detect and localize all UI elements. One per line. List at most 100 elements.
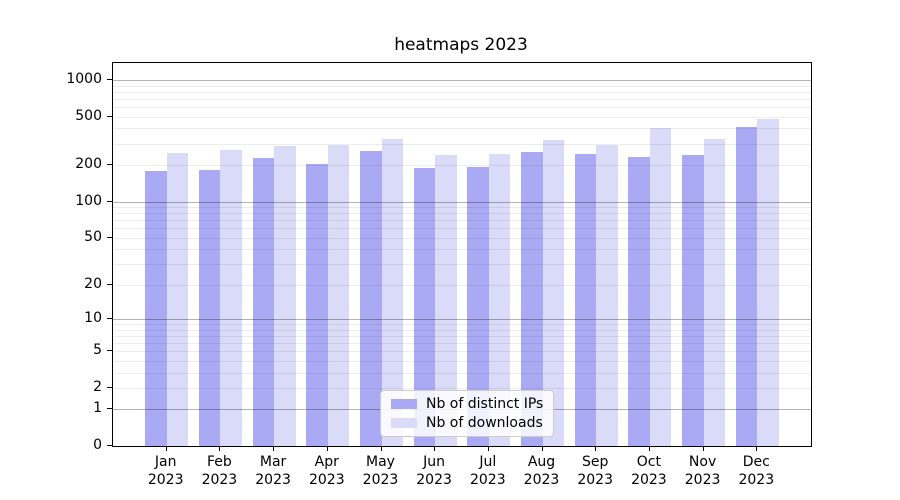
- y-tick-mark-500: [107, 115, 112, 117]
- legend-item-distinct-ips: Nb of distinct IPs: [391, 396, 543, 412]
- x-tick-label-jun: Jun 2023: [416, 454, 452, 488]
- x-tick-mark-apr: [326, 446, 328, 451]
- y-tick-mark-100: [107, 200, 112, 202]
- gridline-minor-7: [113, 335, 811, 337]
- x-tick-mark-feb: [219, 446, 221, 451]
- gridline-minor-800: [113, 91, 811, 93]
- bar-distinct-ips-feb: [198, 170, 221, 446]
- y-tick-label-20: 20: [84, 275, 102, 292]
- x-tick-label-sep: Sep 2023: [577, 454, 613, 488]
- gridline-minor-20: [113, 284, 811, 286]
- x-tick-label-aug: Aug 2023: [523, 454, 560, 488]
- bar-distinct-ips-sep: [574, 154, 597, 446]
- gridlines-layer: [113, 63, 811, 446]
- bar-distinct-ips-mar: [252, 157, 275, 446]
- y-tick-label-1000: 1000: [66, 70, 102, 87]
- x-tick-mark-aug: [541, 446, 543, 451]
- y-tick-label-50: 50: [84, 228, 102, 245]
- bar-downloads-oct: [649, 127, 672, 446]
- gridline-minor-90: [113, 207, 811, 208]
- y-tick-mark-20: [107, 283, 112, 285]
- legend: Nb of distinct IPs Nb of downloads: [380, 390, 555, 437]
- x-tick-label-jan: Jan 2023: [147, 454, 184, 488]
- gridline-minor-4: [113, 360, 811, 362]
- bars-layer: [113, 63, 811, 446]
- y-tick-mark-2: [107, 386, 112, 388]
- gridline-major-100: [113, 201, 811, 203]
- bar-distinct-ips-oct: [628, 156, 650, 446]
- gridline-minor-50: [113, 237, 811, 239]
- gridline-minor-700: [113, 98, 811, 100]
- bar-distinct-ips-may: [360, 151, 382, 446]
- x-tick-mark-may: [380, 446, 382, 451]
- gridline-minor-40: [113, 249, 811, 251]
- y-tick-mark-1000: [107, 78, 112, 80]
- gridline-minor-8: [113, 329, 811, 331]
- bar-distinct-ips-jan: [145, 170, 167, 446]
- bar-downloads-mar: [274, 146, 296, 446]
- bar-downloads-jan: [166, 153, 189, 446]
- bar-downloads-dec: [757, 119, 779, 446]
- gridline-minor-400: [113, 128, 811, 130]
- gridline-minor-6: [113, 342, 811, 344]
- gridline-minor-500: [113, 116, 811, 118]
- x-tick-label-apr: Apr 2023: [308, 454, 345, 488]
- gridline-minor-900: [113, 85, 811, 87]
- x-tick-label-may: May 2023: [362, 454, 399, 488]
- bar-downloads-nov: [703, 139, 726, 446]
- x-tick-mark-sep: [595, 446, 597, 451]
- gridline-major-10: [113, 319, 811, 320]
- legend-item-downloads: Nb of downloads: [391, 415, 543, 431]
- gridline-minor-9: [113, 324, 811, 325]
- legend-swatch-downloads: [391, 418, 417, 428]
- legend-label-downloads: Nb of downloads: [426, 415, 543, 431]
- x-tick-mark-mar: [273, 446, 275, 451]
- x-tick-mark-dec: [756, 446, 758, 451]
- bar-distinct-ips-nov: [682, 155, 704, 446]
- x-tick-mark-jan: [165, 446, 167, 451]
- bar-distinct-ips-dec: [735, 126, 758, 446]
- gridline-minor-600: [113, 107, 811, 108]
- bar-downloads-sep: [596, 145, 618, 446]
- x-tick-label-feb: Feb 2023: [201, 454, 238, 488]
- y-tick-mark-200: [107, 164, 112, 165]
- y-tick-label-1: 1: [93, 400, 102, 417]
- bar-distinct-ips-apr: [306, 163, 328, 446]
- y-tick-label-100: 100: [75, 192, 102, 209]
- gridline-minor-70: [113, 220, 811, 222]
- gridline-minor-200: [113, 165, 811, 166]
- x-tick-label-dec: Dec 2023: [738, 454, 775, 488]
- y-tick-mark-0: [107, 445, 112, 446]
- x-tick-mark-oct: [648, 446, 650, 451]
- gridline-minor-2: [113, 387, 811, 389]
- y-tick-label-500: 500: [75, 107, 102, 124]
- bar-downloads-apr: [327, 145, 350, 446]
- x-tick-label-nov: Nov 2023: [684, 454, 721, 488]
- y-tick-mark-50: [107, 236, 112, 238]
- y-tick-mark-1: [107, 408, 112, 410]
- gridline-minor-5: [113, 351, 811, 353]
- y-tick-label-0: 0: [93, 437, 102, 453]
- y-tick-mark-5: [107, 350, 112, 352]
- gridline-minor-30: [113, 264, 811, 266]
- x-tick-label-mar: Mar 2023: [255, 454, 291, 488]
- y-tick-label-10: 10: [84, 310, 102, 326]
- y-tick-label-200: 200: [75, 156, 102, 172]
- y-tick-mark-10: [107, 318, 112, 319]
- plot-area: Nb of distinct IPs Nb of downloads: [112, 62, 812, 447]
- gridline-minor-300: [113, 143, 811, 145]
- bar-downloads-feb: [220, 150, 242, 446]
- gridline-minor-60: [113, 228, 811, 230]
- x-tick-label-jul: Jul 2023: [469, 454, 506, 488]
- chart-title: heatmaps 2023: [394, 35, 528, 55]
- x-tick-mark-nov: [702, 446, 704, 451]
- gridline-minor-3: [113, 372, 811, 374]
- gridline-major-1000: [113, 79, 811, 81]
- x-tick-mark-jun: [434, 446, 436, 451]
- legend-swatch-distinct-ips: [391, 399, 417, 409]
- x-tick-label-oct: Oct 2023: [631, 454, 667, 488]
- gridline-minor-80: [113, 213, 811, 215]
- y-tick-label-2: 2: [93, 378, 102, 395]
- x-tick-mark-jul: [487, 446, 489, 451]
